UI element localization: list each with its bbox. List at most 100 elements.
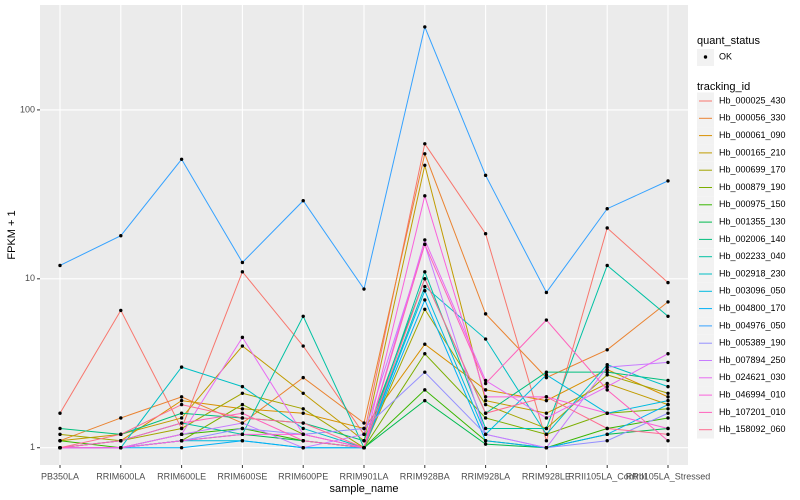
data-point: [483, 395, 488, 399]
legend: OK Hb_000025_430 Hb_000056_330 Hb_000061_09…: [697, 49, 786, 439]
data-point: [423, 284, 427, 289]
data-point: [119, 446, 123, 450]
data-point: [423, 352, 427, 356]
data-point: [483, 381, 488, 386]
data-point: [483, 402, 488, 407]
data-point: [605, 411, 609, 415]
data-point: [666, 402, 670, 407]
data-point: [666, 407, 670, 411]
data-point: [362, 432, 366, 437]
data-point: [544, 318, 549, 322]
legend-label: Hb_004976_050: [719, 320, 786, 330]
data-point: [240, 335, 245, 340]
data-point: [605, 367, 609, 372]
data-point: [362, 439, 366, 443]
data-point: [301, 426, 305, 431]
data-point: [179, 411, 184, 415]
data-point: [666, 378, 670, 383]
data-point: [179, 416, 184, 420]
legend-title: tracking_id: [697, 81, 750, 93]
data-point: [666, 280, 670, 285]
data-point: [362, 426, 366, 431]
data-point: [301, 199, 305, 203]
data-point: [605, 207, 609, 211]
data-point: [179, 395, 184, 399]
data-point: [423, 194, 427, 198]
data-point: [58, 263, 62, 268]
data-point: [666, 426, 670, 431]
data-point: [240, 432, 245, 437]
data-point: [423, 398, 427, 403]
legend-label: Hb_000879_190: [719, 182, 786, 192]
legend-label: Hb_107201_010: [719, 407, 786, 417]
data-point: [301, 314, 305, 318]
data-point: [423, 142, 427, 146]
data-point: [423, 152, 427, 156]
data-point: [544, 290, 549, 295]
data-point: [483, 426, 488, 431]
data-point: [179, 432, 184, 437]
data-point: [301, 432, 305, 437]
legend-label: Hb_004800_170: [719, 303, 786, 313]
data-point: [544, 395, 549, 399]
data-point: [605, 373, 609, 377]
x-tick-label: PB350LA: [41, 471, 79, 481]
data-point: [240, 416, 245, 420]
legend-label: Hb_001355_130: [719, 216, 786, 226]
data-point: [666, 352, 670, 356]
data-point: [362, 287, 366, 291]
y-tick-label: 10: [25, 273, 35, 283]
data-point: [483, 337, 488, 341]
data-point: [240, 421, 245, 425]
x-tick-label: RRIM928BA: [400, 471, 450, 481]
data-point: [240, 384, 245, 389]
data-point: [240, 270, 245, 274]
data-point: [423, 370, 427, 374]
axes: 1 10 100 PB350LA RRIM600LA RRIM600LE RRIM600SE…: [20, 104, 710, 481]
data-point: [666, 411, 670, 415]
legend-label: Hb_003096_050: [719, 286, 786, 296]
data-point: [179, 398, 184, 403]
x-tick-label: RRIM600SE: [217, 471, 267, 481]
data-point: [301, 446, 305, 450]
data-point: [301, 391, 305, 395]
legend-label: OK: [719, 51, 732, 61]
data-point: [301, 375, 305, 380]
legend-label: Hb_000056_330: [719, 113, 786, 123]
data-point: [544, 439, 549, 443]
data-point: [666, 179, 670, 183]
data-point: [483, 398, 488, 403]
data-point: [605, 348, 609, 352]
data-point: [423, 289, 427, 293]
data-point: [301, 421, 305, 425]
data-point: [58, 446, 62, 450]
data-point: [483, 378, 488, 383]
data-point: [666, 314, 670, 318]
data-point: [301, 439, 305, 443]
data-point: [423, 298, 427, 302]
data-point: [605, 426, 609, 431]
data-point: [483, 388, 488, 392]
data-point: [605, 363, 609, 367]
legend-label: Hb_005389_190: [719, 338, 786, 348]
data-point: [544, 373, 549, 377]
data-point: [544, 426, 549, 431]
data-point: [666, 439, 670, 443]
data-point: [483, 173, 488, 178]
data-point: [666, 398, 670, 403]
data-point: [483, 416, 488, 420]
data-point: [423, 25, 427, 29]
x-tick-label: RRIM600PE: [278, 471, 328, 481]
data-point: [119, 308, 123, 313]
data-point: [119, 439, 123, 443]
data-point: [240, 402, 245, 407]
x-axis-label: sample_name: [329, 483, 398, 495]
data-point: [544, 432, 549, 437]
data-point: [666, 360, 670, 365]
data-point: [423, 307, 427, 311]
legend-label: Hb_000975_150: [719, 199, 786, 209]
data-point: [179, 426, 184, 431]
x-tick-label: RRIM928LE: [522, 471, 571, 481]
data-point: [423, 342, 427, 346]
